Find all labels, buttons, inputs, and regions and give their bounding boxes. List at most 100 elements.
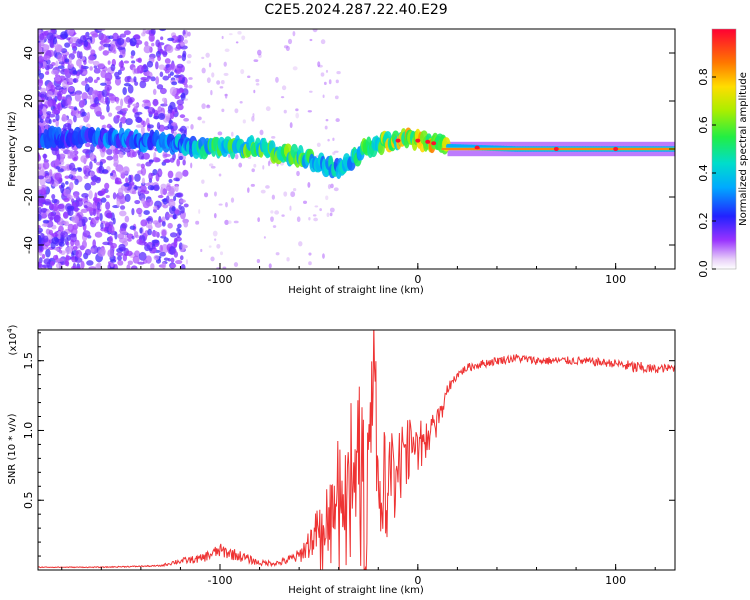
spectrogram-noise-cell: [84, 248, 92, 256]
spectrogram-noise-cell: [106, 155, 114, 161]
spectrogram-noise-cell: [100, 82, 107, 86]
colorbar-ticks: 0.0 0.2 0.4 0.6 0.8: [697, 68, 716, 278]
spectrogram-noise-cell: [228, 153, 231, 158]
spectrogram-noise-cell: [170, 122, 178, 127]
spectrogram-noise-cell: [114, 77, 122, 86]
spectrogram-noise-cell: [112, 192, 117, 200]
spectrogram-noise-cell: [140, 167, 147, 176]
spectrogram-noise-cell: [81, 92, 88, 101]
spectrogram-noise-cell: [93, 65, 98, 69]
spectrogram-noise-cell: [42, 107, 47, 116]
spectrogram-noise-cell: [80, 260, 85, 269]
spectrogram-noise-cell: [54, 172, 62, 181]
spectrogram-noise-cell: [178, 155, 184, 161]
spectrogram-noise-cell: [185, 126, 190, 129]
spectrogram-noise-cell: [219, 251, 224, 256]
spectrogram-noise-cell: [77, 110, 82, 114]
spectrogram-noise-cell: [183, 98, 189, 101]
spectrogram-noise-cell: [74, 113, 82, 118]
spectrogram-noise-cell: [54, 74, 61, 78]
spectrogram-noise-cell: [270, 210, 274, 214]
spectrogram-noise-cell: [89, 66, 93, 71]
spectrogram-noise-cell: [47, 98, 53, 108]
spectrogram-noise-cell: [82, 71, 88, 75]
spectrogram-noise-cell: [152, 88, 157, 96]
spectrogram-noise-cell: [135, 124, 143, 128]
spectrogram-noise-cell: [103, 38, 111, 43]
spectrogram-noise-cell: [208, 62, 212, 68]
spectrogram-noise-cell: [132, 103, 140, 107]
spectrogram-noise-cell: [54, 77, 61, 82]
spectrogram-noise-cell: [96, 201, 101, 211]
spectrogram-noise-cell: [77, 167, 83, 172]
spectrogram-noise-cell: [141, 198, 146, 205]
spectrogram-noise-cell: [118, 61, 125, 68]
spectrogram-noise-cell: [131, 235, 135, 240]
spectrogram-noise-cell: [127, 260, 134, 266]
spectrogram-noise-cell: [332, 151, 336, 155]
spectrogram-noise-cell: [329, 212, 333, 217]
spectrogram-y-label: Frequency (Hz): [7, 111, 18, 187]
spectrogram-noise-cell: [322, 94, 325, 99]
spectrogram-noise-cell: [58, 241, 65, 247]
spectrogram-noise-cell: [182, 154, 187, 161]
ridge-peak-cell: [431, 141, 437, 146]
spectrogram-noise-cell: [69, 181, 74, 191]
spectrogram-noise-cell: [146, 60, 154, 68]
spectrogram-noise-cell: [38, 55, 44, 63]
spectrogram-noise-cell: [157, 194, 164, 199]
spectrogram-noise-cell: [144, 182, 151, 186]
spectrogram-noise-cell: [66, 29, 75, 36]
spectrogram-noise-cell: [67, 208, 74, 217]
spectrogram-noise-cell: [259, 129, 264, 136]
spectrogram-noise-cell: [183, 220, 189, 228]
spectrogram-noise-cell: [241, 35, 246, 41]
spectrogram-noise-cell: [115, 105, 123, 111]
spectrogram-noise-cell: [152, 156, 160, 163]
snr-frame: [37, 329, 676, 571]
spectrogram-noise-cell: [169, 232, 178, 238]
spectrogram-noise-cell: [292, 187, 297, 192]
spectrogram-noise-cell: [302, 200, 308, 205]
spectrogram-noise-cell: [146, 75, 151, 80]
spectrogram-noise-cell: [188, 77, 193, 80]
spectrogram-noise-cell: [54, 85, 62, 91]
spectrogram-noise-cell: [290, 191, 296, 198]
spectrogram-noise-cell: [99, 115, 105, 120]
spectrogram-noise-cell: [319, 208, 322, 212]
spectrogram-noise-cell: [47, 212, 56, 220]
spectrogram-noise-cell: [223, 72, 229, 77]
spectrogram-noise-cell: [296, 170, 300, 177]
spectrogram-noise-cell: [201, 120, 206, 124]
spectrogram-noise-cell: [140, 219, 148, 227]
spectrogram-noise-cell: [161, 262, 167, 269]
spectrogram-noise-cell: [76, 50, 81, 59]
spectrogram-noise-cell: [129, 37, 137, 47]
spectrogram-noise-cell: [115, 96, 120, 104]
snr-x-tick-label: -100: [208, 574, 233, 587]
spectrogram-noise-cell: [217, 131, 223, 136]
spectrogram-noise-cell: [334, 95, 339, 100]
spectrogram-noise-cell: [39, 32, 45, 41]
spectrogram-noise-cell: [224, 219, 229, 226]
snr-series-line: [38, 330, 675, 570]
spectrogram-noise-cell: [48, 113, 56, 118]
spectrogram-noise-cell: [51, 193, 56, 200]
spectrogram-noise-cell: [51, 232, 59, 238]
spectrogram-noise-cell: [233, 262, 239, 267]
spectrogram-noise-cell: [329, 207, 335, 213]
spectrogram-noise-cell: [124, 193, 131, 203]
spectrogram-noise-cell: [46, 111, 52, 115]
spectrogram-x-tick-label: -100: [208, 273, 233, 286]
spectrogram-noise-cell: [38, 118, 41, 122]
spectrogram-noise-cell: [327, 138, 330, 142]
ridge-peak-cell: [474, 145, 480, 150]
spectrogram-noise-cell: [142, 152, 150, 160]
spectrogram-noise-cell: [255, 78, 260, 83]
spectrogram-noise-cell: [296, 216, 301, 223]
colorbar-tick-label: 0.6: [697, 116, 710, 134]
spectrogram-noise-cell: [168, 200, 176, 208]
snr-x-tick-label: 100: [605, 574, 626, 587]
spectrogram-noise-cell: [81, 216, 88, 224]
spectrogram-noise-cell: [104, 222, 110, 228]
